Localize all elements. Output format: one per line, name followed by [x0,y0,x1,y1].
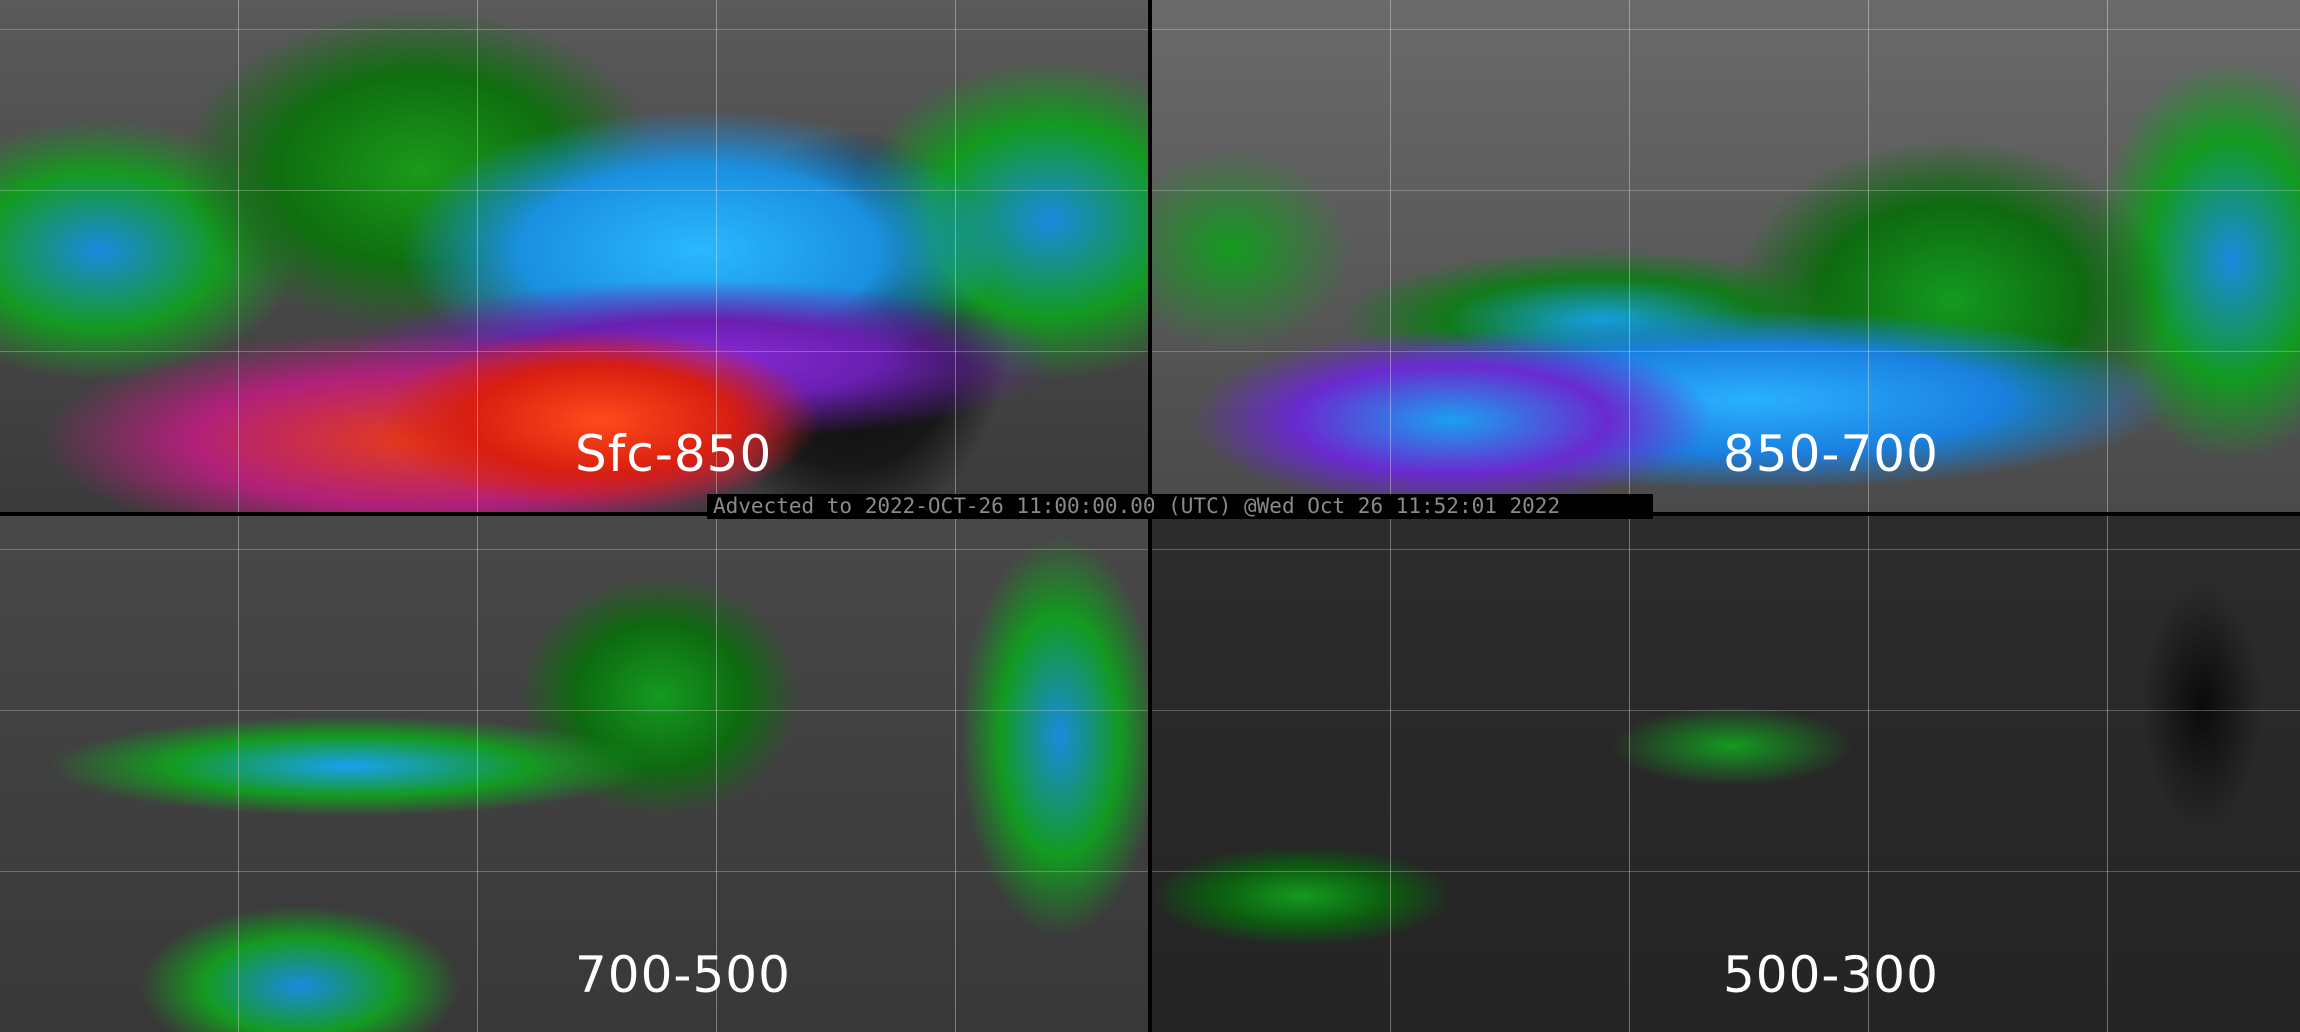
lat-lon-grid [0,0,1148,512]
layer-label: 850-700 [1723,425,1939,483]
panel-850-700: 850-700 [1152,0,2300,512]
panel-700-500: 700-500 [0,516,1148,1032]
layer-label: 700-500 [575,946,791,1004]
panel-sfc-850: Sfc-850 [0,0,1148,512]
timestamp-banner: Advected to 2022-OCT-26 11:00:00.00 (UTC… [707,494,1653,519]
layer-label: Sfc-850 [575,425,773,483]
lat-lon-grid [0,516,1148,1032]
lat-lon-grid [1152,516,2300,1032]
layer-label: 500-300 [1723,946,1939,1004]
lat-lon-grid [1152,0,2300,512]
panel-500-300: 500-300 [1152,516,2300,1032]
